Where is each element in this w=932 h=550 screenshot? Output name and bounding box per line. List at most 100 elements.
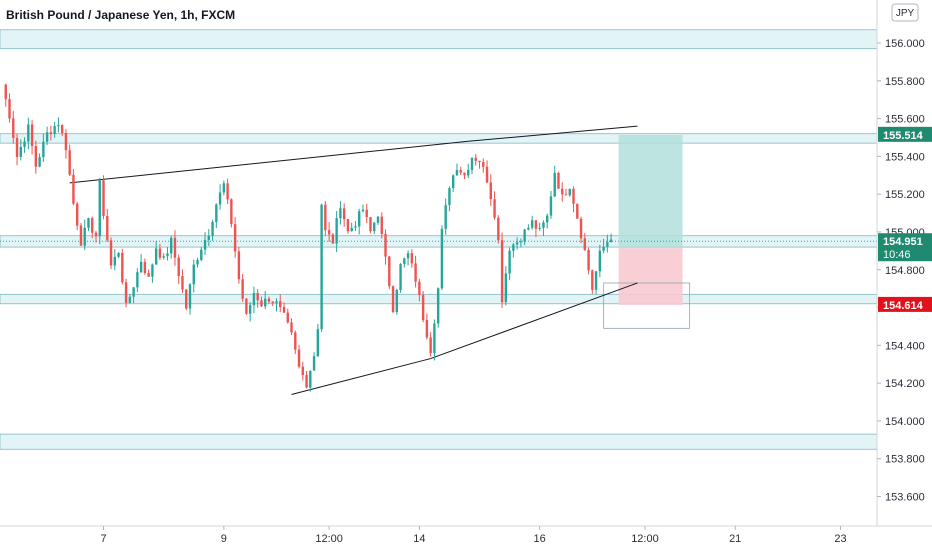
y-tick-label: 154.800 [885, 265, 925, 277]
x-tick-label: 12:00 [631, 533, 659, 545]
trend-lines[interactable] [69, 125, 638, 395]
candle-body [271, 301, 274, 304]
candle-body [102, 180, 105, 216]
candle-body [294, 332, 297, 350]
trend-line[interactable] [430, 282, 638, 360]
candle-body [237, 251, 241, 280]
candle-body [587, 249, 590, 271]
candle-body [128, 296, 132, 303]
candle-body [87, 218, 90, 228]
candle-body [549, 196, 553, 216]
candle-body [579, 218, 583, 239]
candle-body [30, 124, 34, 147]
profit-zone [618, 134, 683, 249]
price-zone [0, 433, 878, 450]
candle-body [49, 132, 53, 134]
candle-body [312, 356, 316, 371]
candle-body [508, 250, 511, 274]
candle-body [504, 273, 508, 303]
candle-body [297, 349, 301, 367]
candle-body [598, 250, 602, 272]
candle-body [83, 227, 86, 246]
candle-body [301, 366, 304, 376]
candle-body [109, 240, 113, 266]
price-zone [0, 133, 878, 144]
candle-body [196, 259, 199, 265]
currency-badge-label: JPY [896, 8, 915, 19]
candle-body [218, 192, 222, 205]
candle-body [290, 322, 293, 333]
stop-price-tag-bg [878, 296, 932, 312]
candle-body [568, 188, 571, 196]
candle-body [335, 218, 338, 244]
candle-body [418, 281, 421, 295]
x-tick-label: 16 [534, 533, 546, 545]
candle-body [448, 188, 451, 206]
candle-body [583, 238, 586, 250]
candle-body [316, 329, 320, 357]
candle-body [519, 241, 523, 243]
candle-body [553, 172, 556, 197]
candle-body [380, 216, 383, 234]
candle-body [350, 227, 353, 232]
candle-body [188, 284, 192, 309]
trend-line[interactable] [468, 125, 638, 142]
candle-body [121, 252, 124, 283]
candle-body [53, 126, 56, 134]
candle-body [485, 166, 489, 183]
candle-body [64, 133, 68, 151]
candle-body [162, 256, 165, 258]
candle-body [493, 199, 496, 218]
candle-body [98, 180, 101, 237]
candle-body [106, 215, 109, 241]
currency-badge-box [891, 3, 919, 22]
time-axis[interactable]: 7 9 12:00 14 16 12:00 21 23 [100, 526, 847, 545]
candle-body [527, 227, 530, 230]
candle-body [8, 99, 11, 119]
candle-body [369, 217, 372, 232]
candle-body [158, 248, 162, 258]
candle-body [474, 157, 477, 161]
candle-body [173, 237, 177, 258]
candle-body [256, 292, 259, 301]
candle-body [609, 239, 613, 243]
candle-body [440, 228, 444, 289]
candle-body [170, 237, 173, 254]
long-position-tool[interactable] [603, 134, 691, 329]
trend-line[interactable] [291, 358, 431, 395]
candle-body [124, 282, 128, 303]
candle-body [410, 253, 414, 264]
candle-body [331, 234, 335, 244]
candle-body [226, 183, 229, 200]
candle-body [606, 242, 609, 247]
candle-body [181, 276, 184, 290]
candle-body [576, 203, 579, 219]
current-price-tag-label: 154.951 [883, 236, 923, 248]
candle-body [459, 170, 462, 173]
candle-body [523, 229, 526, 242]
candle-body [143, 261, 147, 274]
currency-badge[interactable]: JPY [891, 3, 919, 22]
candle-body [68, 150, 71, 175]
current-price-tag-countdown: 10:46 [883, 249, 911, 261]
trend-line[interactable] [69, 140, 469, 184]
y-tick-label: 153.600 [885, 492, 925, 504]
selection-box[interactable] [603, 282, 691, 329]
candle-body [15, 138, 19, 157]
candle-body [309, 370, 312, 388]
candle-body [286, 312, 289, 323]
candle-body [388, 256, 391, 287]
candle-body [42, 141, 45, 158]
candle-body [233, 224, 237, 252]
candle-body [376, 216, 380, 223]
candle-body [557, 172, 560, 189]
candle-body [591, 270, 594, 290]
candle-body [358, 211, 361, 227]
y-tick-label: 154.000 [885, 416, 925, 428]
candle-body [403, 258, 406, 265]
stop-price-tag-label: 154.614 [883, 300, 924, 312]
candle-body [12, 118, 15, 139]
